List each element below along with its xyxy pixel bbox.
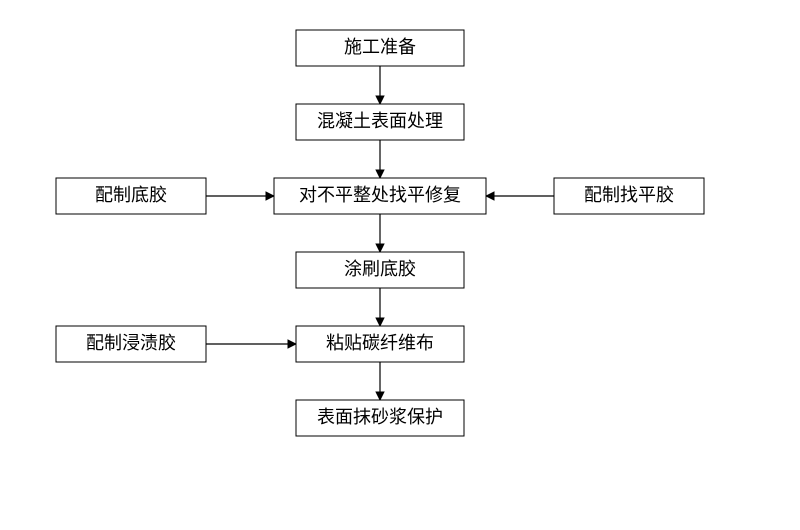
flow-node-n6: 表面抹砂浆保护 [296,400,464,436]
flow-node-label: 粘贴碳纤维布 [326,333,434,353]
flow-node-label: 配制底胶 [95,185,167,205]
flow-node-label: 表面抹砂浆保护 [317,407,443,427]
flow-node-label: 混凝土表面处理 [317,111,443,131]
flow-node-n3: 对不平整处找平修复 [274,178,486,214]
flow-node-s2: 配制找平胶 [554,178,704,214]
flow-node-label: 对不平整处找平修复 [299,185,461,205]
flowchart-canvas: 施工准备混凝土表面处理对不平整处找平修复涂刷底胶粘贴碳纤维布表面抹砂浆保护 配制底… [0,0,800,530]
flow-node-n4: 涂刷底胶 [296,252,464,288]
flow-node-label: 施工准备 [344,37,416,57]
flow-node-s3: 配制浸渍胶 [56,326,206,362]
flow-node-label: 涂刷底胶 [344,259,416,279]
flow-node-n5: 粘贴碳纤维布 [296,326,464,362]
flow-node-n2: 混凝土表面处理 [296,104,464,140]
flow-node-n1: 施工准备 [296,30,464,66]
flow-node-label: 配制找平胶 [584,185,674,205]
flow-node-label: 配制浸渍胶 [86,333,176,353]
flow-node-s1: 配制底胶 [56,178,206,214]
